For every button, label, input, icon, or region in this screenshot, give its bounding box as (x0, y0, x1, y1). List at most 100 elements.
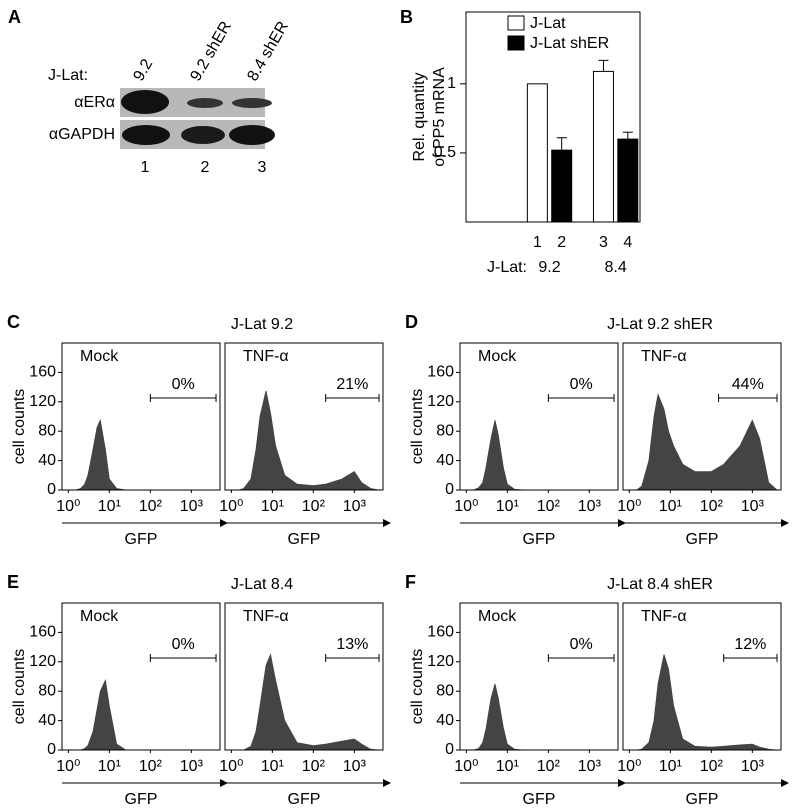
blot-band (229, 125, 275, 145)
y-tick-label: 80 (436, 682, 454, 699)
condition-label: Mock (80, 348, 119, 365)
group-name: 9.2 (538, 259, 560, 276)
x-tick-label: 10⁰ (219, 758, 243, 775)
gate-percent: 13% (336, 636, 368, 653)
bar (551, 149, 573, 223)
histogram (75, 418, 126, 491)
y-tick-label: 160 (427, 364, 454, 381)
x-axis-label: GFP (125, 531, 158, 548)
condition-label: TNF-α (641, 608, 687, 625)
x-tick-label: 3 (599, 234, 608, 251)
x-tick-label: 10² (139, 498, 163, 515)
lane-label: 9.2 (130, 56, 156, 84)
bar (592, 70, 614, 223)
gate-percent: 21% (336, 376, 368, 393)
y-tick-label: 160 (29, 364, 56, 381)
x-tick-label: 10⁰ (617, 498, 641, 515)
bar (526, 83, 548, 223)
condition-label: TNF-α (243, 348, 289, 365)
plot-frame (61, 342, 221, 491)
y-tick-label: 0 (445, 741, 454, 758)
condition-label: TNF-α (243, 608, 289, 625)
x-tick-label: 10⁰ (617, 758, 641, 775)
panel-letter: F (405, 572, 416, 592)
lane-label: 9.2 shER (187, 19, 235, 85)
arrow-head (781, 519, 789, 527)
y-tick-label: 0.5 (434, 144, 456, 161)
antibody-label: αERα (74, 94, 115, 111)
x-tick-label: 10⁰ (219, 498, 243, 515)
y-tick-label: 0 (47, 481, 56, 498)
legend-label: J-Lat (530, 15, 566, 32)
y-tick-label: 120 (29, 653, 56, 670)
x-tick-label: 10¹ (496, 498, 519, 515)
x-tick-label: 10¹ (261, 498, 284, 515)
group-name: 8.4 (605, 259, 627, 276)
x-tick-label: 10³ (741, 498, 765, 515)
panel-letter: B (400, 7, 413, 27)
x-tick-label: 10⁰ (454, 758, 478, 775)
x-tick-label: 10³ (578, 758, 602, 775)
y-tick-label: 40 (38, 712, 56, 729)
x-tick-label: 10¹ (261, 758, 284, 775)
plot-frame (622, 602, 782, 751)
panel-title: J-Lat 8.4 (231, 576, 293, 593)
gate-percent: 0% (570, 636, 593, 653)
y-tick-label: 40 (436, 712, 454, 729)
x-tick-label: 10² (139, 758, 163, 775)
legend-label: J-Lat shER (530, 35, 609, 52)
condition-label: Mock (478, 348, 517, 365)
x-axis-label: GFP (288, 791, 321, 808)
x-tick-label: 10¹ (659, 498, 682, 515)
x-tick-label: 10⁰ (56, 758, 80, 775)
x-tick-label: 10³ (343, 498, 367, 515)
y-tick-label: 80 (436, 422, 454, 439)
y-tick-label: 0 (445, 481, 454, 498)
bar (617, 138, 639, 223)
y-tick-label: 1 (447, 75, 456, 92)
panel-letter: C (7, 312, 20, 332)
y-tick-label: 40 (38, 452, 56, 469)
x-tick-label: 10² (700, 498, 724, 515)
lane-number: 3 (258, 159, 267, 176)
lane-number: 2 (201, 159, 210, 176)
lane-number: 1 (141, 159, 150, 176)
x-axis-label: GFP (125, 791, 158, 808)
x-tick-label: 10³ (741, 758, 765, 775)
panel-letter: E (7, 572, 19, 592)
x-tick-label: 10¹ (98, 758, 121, 775)
histogram (238, 653, 380, 751)
arrow-head (618, 779, 626, 787)
x-axis-label: GFP (288, 531, 321, 548)
y-axis-label: cell counts (409, 389, 426, 465)
histogram (473, 683, 524, 751)
histogram (238, 390, 380, 491)
x-tick-label: 10³ (343, 758, 367, 775)
x-tick-label: 4 (623, 234, 632, 251)
gate-percent: 0% (172, 376, 195, 393)
plot-frame (459, 342, 619, 491)
y-axis-label: cell counts (11, 649, 28, 725)
gate-percent: 12% (734, 636, 766, 653)
x-tick-label: 10¹ (98, 498, 121, 515)
arrow-head (383, 779, 391, 787)
y-axis-label: cell counts (11, 389, 28, 465)
y-tick-label: 120 (29, 393, 56, 410)
y-axis-label: of PP5 mRNA (431, 67, 448, 167)
plot-frame (224, 602, 384, 751)
x-tick-label: 10² (537, 498, 561, 515)
condition-label: Mock (478, 608, 517, 625)
y-tick-label: 160 (427, 624, 454, 641)
x-tick-label: 2 (557, 234, 566, 251)
condition-label: TNF-α (641, 348, 687, 365)
legend-swatch (507, 35, 525, 51)
x-tick-label: 10² (302, 758, 326, 775)
antibody-label: αGAPDH (49, 126, 115, 143)
condition-label: Mock (80, 608, 119, 625)
y-axis-label: cell counts (409, 649, 426, 725)
panel-title: J-Lat 9.2 shER (607, 316, 713, 333)
histogram (636, 654, 778, 751)
lane-label: 8.4 shER (244, 19, 292, 85)
group-label: J-Lat: (487, 259, 527, 276)
